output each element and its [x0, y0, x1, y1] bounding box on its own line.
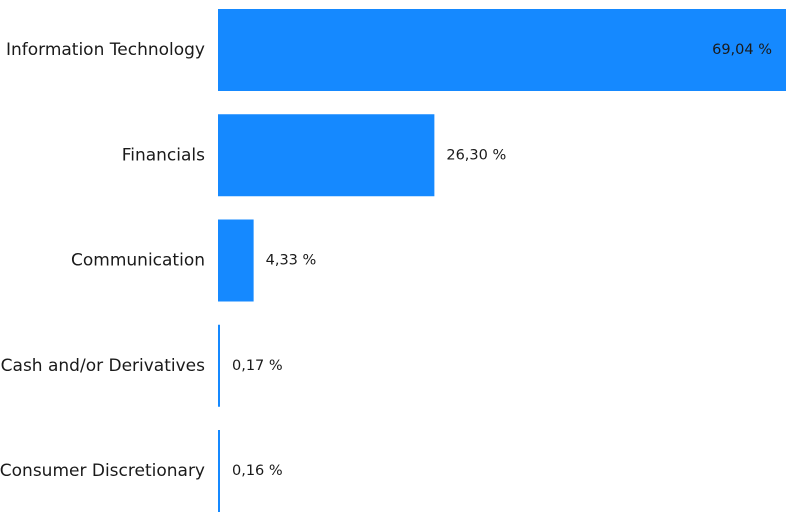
category-label-communication: Communication	[71, 251, 205, 271]
bar-cash-and-or-derivatives	[218, 324, 220, 407]
value-label-financials: 26,30 %	[446, 147, 506, 163]
value-label-communication: 4,33 %	[266, 253, 317, 269]
category-labels-group: Information Technology Financials Communic…	[0, 40, 205, 481]
bars-group	[218, 9, 786, 512]
value-label-cash-and-or-derivatives: 0,17 %	[232, 358, 283, 374]
bar-information-technology	[218, 9, 786, 91]
category-label-cash-and-or-derivatives: Cash and/or Derivatives	[1, 356, 205, 376]
bar-financials	[218, 114, 435, 197]
bar-consumer-discretionary	[218, 430, 220, 512]
value-labels-group: 69,04 % 26,30 % 4,33 % 0,17 % 0,16 %	[232, 42, 772, 479]
value-label-information-technology: 69,04 %	[712, 42, 772, 58]
category-label-information-technology: Information Technology	[6, 40, 205, 60]
category-label-financials: Financials	[122, 145, 205, 165]
category-label-consumer-discretionary: Consumer Discretionary	[0, 461, 205, 481]
value-label-consumer-discretionary: 0,16 %	[232, 463, 283, 479]
bar-communication	[218, 219, 254, 302]
